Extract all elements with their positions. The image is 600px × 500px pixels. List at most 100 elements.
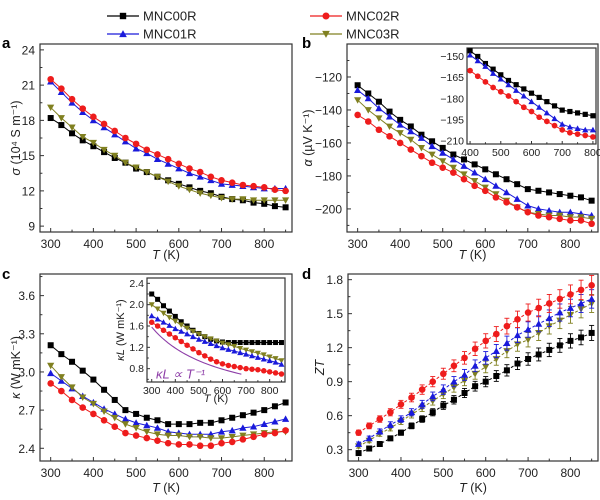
series-mnc01r bbox=[354, 86, 596, 219]
data-point bbox=[493, 330, 500, 338]
data-point bbox=[154, 437, 161, 444]
data-point bbox=[271, 197, 279, 204]
data-point bbox=[185, 169, 194, 177]
data-point bbox=[228, 426, 236, 434]
data-point bbox=[239, 432, 247, 440]
data-point bbox=[429, 392, 437, 400]
data-point bbox=[505, 77, 512, 84]
data-point bbox=[132, 419, 140, 426]
data-point bbox=[249, 340, 255, 346]
data-point bbox=[397, 415, 405, 422]
data-point bbox=[278, 371, 285, 377]
data-point bbox=[149, 291, 155, 297]
y-tick-label: 3.3 bbox=[18, 327, 35, 341]
x-tick-label: 600 bbox=[214, 385, 232, 397]
data-point bbox=[524, 336, 532, 344]
data-point bbox=[375, 98, 382, 105]
data-point bbox=[121, 421, 130, 428]
data-point bbox=[190, 346, 196, 352]
data-point bbox=[184, 325, 191, 332]
data-point bbox=[121, 415, 130, 422]
data-point bbox=[153, 155, 162, 163]
data-point bbox=[132, 140, 140, 148]
y-tick-label: 2.4 bbox=[18, 442, 35, 456]
data-point bbox=[160, 310, 167, 317]
data-point bbox=[567, 291, 574, 298]
x-tick-label: 500 bbox=[190, 385, 208, 397]
legend-marker-triangle-up bbox=[119, 30, 127, 38]
data-point bbox=[132, 432, 140, 439]
data-point bbox=[153, 173, 162, 181]
x-tick-label: 300 bbox=[143, 385, 161, 397]
data-point bbox=[207, 419, 214, 426]
data-point bbox=[69, 358, 76, 365]
legend-label: MNC01R bbox=[143, 27, 196, 42]
data-point bbox=[577, 217, 585, 224]
legend-label: MNC02R bbox=[346, 9, 399, 24]
data-point bbox=[148, 312, 155, 319]
series-mnc03r bbox=[148, 302, 285, 364]
x-tick-label: 500 bbox=[126, 237, 146, 251]
y-axis-title: κL (W mK⁻¹) bbox=[115, 299, 127, 360]
data-point bbox=[249, 423, 258, 430]
data-point bbox=[460, 377, 469, 385]
data-point bbox=[225, 346, 232, 352]
data-point bbox=[467, 67, 473, 74]
x-tick-label: 400 bbox=[391, 466, 411, 480]
data-point bbox=[195, 331, 202, 337]
legend-marker-square bbox=[119, 12, 127, 20]
data-point bbox=[467, 48, 473, 54]
data-point bbox=[255, 366, 261, 373]
data-point bbox=[582, 126, 589, 133]
data-point bbox=[219, 340, 226, 347]
data-point bbox=[588, 220, 595, 228]
data-point bbox=[566, 208, 574, 216]
y-tick-label: −165 bbox=[440, 72, 464, 84]
x-tick-label: 800 bbox=[560, 466, 580, 480]
data-point bbox=[535, 304, 542, 312]
data-point bbox=[160, 319, 167, 325]
data-point bbox=[397, 401, 405, 408]
data-point bbox=[154, 417, 161, 424]
data-point bbox=[460, 156, 467, 163]
data-point bbox=[524, 208, 532, 216]
data-point bbox=[513, 195, 521, 202]
data-point bbox=[450, 169, 457, 176]
data-point bbox=[419, 416, 426, 423]
data-point bbox=[111, 414, 119, 422]
data-point bbox=[250, 182, 257, 190]
data-point bbox=[175, 183, 183, 190]
data-point bbox=[172, 318, 179, 325]
data-point bbox=[207, 435, 215, 442]
data-point bbox=[164, 178, 172, 186]
data-point bbox=[254, 354, 261, 360]
data-point bbox=[513, 98, 520, 105]
data-point bbox=[266, 357, 273, 364]
series-mnc01r bbox=[466, 51, 597, 133]
x-tick-label: 700 bbox=[212, 466, 232, 480]
data-point bbox=[503, 339, 511, 347]
data-point bbox=[396, 139, 404, 147]
data-point bbox=[207, 173, 215, 181]
data-point bbox=[535, 212, 542, 219]
y-tick-label: 21 bbox=[22, 79, 36, 93]
data-point bbox=[281, 415, 290, 422]
data-point bbox=[355, 429, 362, 436]
data-point bbox=[250, 433, 257, 441]
data-point bbox=[231, 340, 237, 346]
data-point bbox=[543, 109, 550, 116]
legend-marker-triangle-down bbox=[322, 30, 330, 38]
data-point bbox=[546, 346, 553, 353]
data-point bbox=[271, 403, 278, 410]
data-point bbox=[282, 204, 289, 211]
series-mnc00r bbox=[47, 342, 289, 428]
data-point bbox=[566, 123, 574, 130]
legend-marker-circle bbox=[322, 12, 330, 20]
y-axis-title: κ (W mK⁻¹) bbox=[9, 336, 23, 399]
x-tick-label: 700 bbox=[518, 237, 538, 251]
y-tick-label: 1.8 bbox=[326, 273, 343, 287]
data-point bbox=[47, 362, 55, 370]
data-point bbox=[354, 86, 362, 94]
data-point bbox=[418, 152, 425, 160]
data-point bbox=[551, 103, 558, 109]
